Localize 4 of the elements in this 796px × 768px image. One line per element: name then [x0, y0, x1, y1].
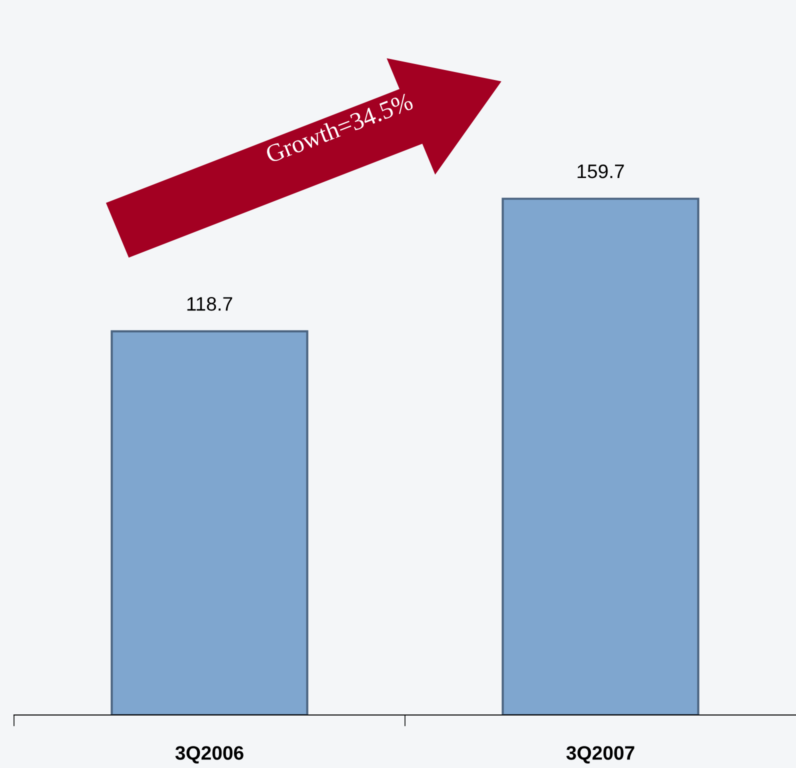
x-tick-label: 3Q2006: [175, 746, 244, 764]
x-tick-label: 3Q2007: [566, 746, 634, 764]
data-label: 159.7: [578, 164, 624, 178]
data-label: 118.7: [187, 297, 232, 311]
